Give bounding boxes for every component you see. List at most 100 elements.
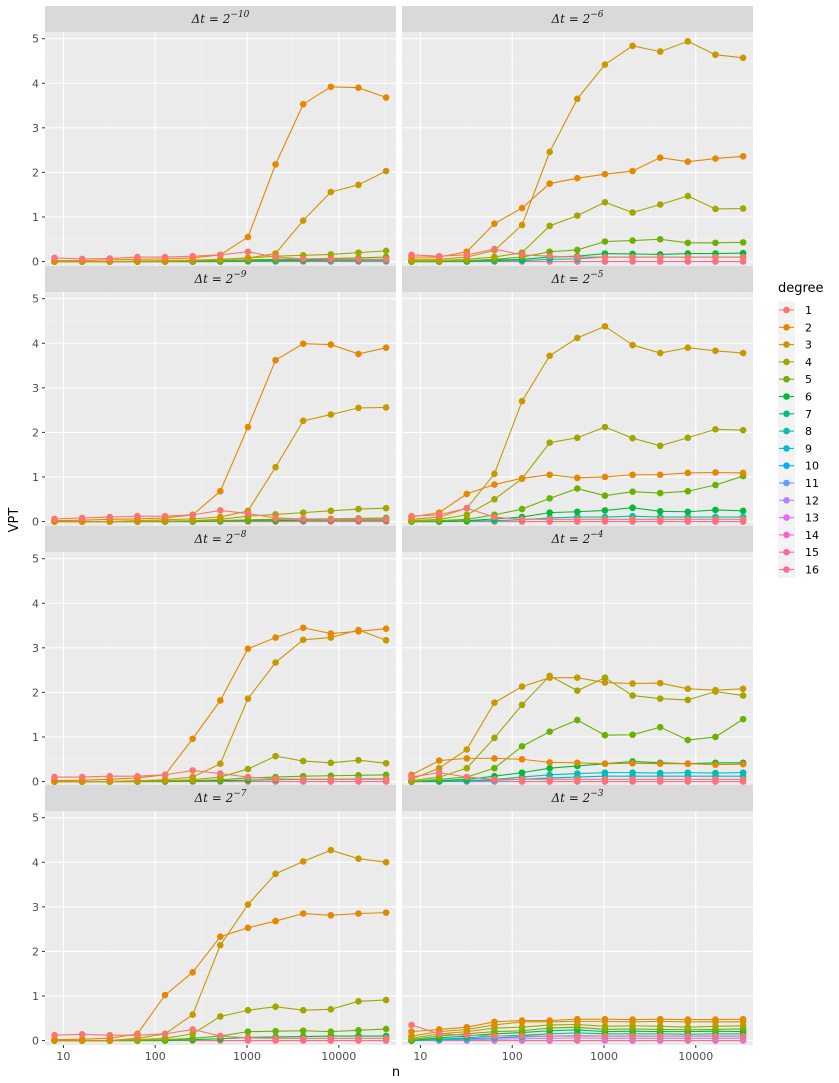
data-point [299,757,307,765]
data-point [684,736,692,744]
data-point [355,505,362,513]
data-point [546,674,553,681]
data-point [656,516,664,523]
data-point [327,630,335,637]
data-point [574,246,581,254]
data-point [739,760,747,768]
data-point [712,347,719,355]
data-point [299,776,307,783]
data-point [272,917,279,925]
legend-label: 2 [805,321,812,334]
facet-strip [402,266,753,292]
data-point [382,1035,390,1042]
data-point [684,696,692,704]
data-point [684,1023,692,1031]
data-point [712,1016,719,1023]
data-point [712,506,719,514]
legend-label: 15 [805,546,819,559]
data-point [518,683,526,690]
data-point [78,514,86,522]
data-point [712,253,719,261]
data-point [244,423,252,431]
data-point [355,404,362,412]
data-point [491,1032,498,1040]
data-point [574,508,581,516]
data-point [491,495,498,503]
data-point [106,513,114,521]
y-tick-label: 4 [32,856,39,869]
data-point [684,760,692,768]
data-point [272,752,279,760]
y-tick-label: 0 [32,516,39,529]
data-point [739,253,747,261]
data-point [739,239,747,246]
data-point [629,504,636,512]
y-tick-label: 2 [32,945,39,958]
data-point [217,941,224,949]
data-point [491,470,498,478]
facet-strip [45,785,396,811]
data-point [189,252,196,260]
data-point [51,515,58,523]
legend-label: 5 [805,373,812,386]
data-point [435,1030,443,1038]
data-point [629,731,636,739]
data-point [739,426,747,434]
facet-strip-exponent: −7 [233,789,247,799]
data-point [189,773,196,781]
x-tick-label: 100 [145,1050,166,1063]
panel-background [402,32,753,266]
data-point [518,776,526,783]
data-point [355,181,362,189]
data-point [712,425,719,433]
data-point [601,238,609,245]
y-axis-title: VPT [7,508,22,533]
data-point [272,1027,279,1035]
data-point [299,100,307,108]
data-point [739,685,747,693]
data-point [327,411,335,418]
data-point [244,248,252,256]
data-point [629,167,636,175]
data-point [656,489,664,497]
data-point [574,776,581,783]
data-point [518,475,526,482]
data-point [463,251,471,259]
data-point [355,1035,362,1042]
data-point [656,253,664,261]
data-point [327,341,335,348]
data-point [272,1003,279,1010]
data-point [712,686,719,694]
data-point [684,434,692,442]
legend-key-point [783,341,790,348]
data-point [244,924,252,932]
data-point [684,769,692,776]
data-point [272,870,279,878]
data-point [684,1016,692,1023]
data-point [244,1028,252,1035]
data-point [574,253,581,261]
data-point [355,756,362,764]
legend-label: 14 [805,529,819,542]
y-tick-label: 4 [32,77,39,90]
data-point [656,1015,664,1023]
data-point [408,1028,415,1035]
facet-strip-exponent: −6 [590,10,604,20]
facet-strip [45,266,396,292]
legend-key-point [783,548,790,556]
data-point [161,1030,169,1038]
data-point [327,516,335,523]
data-point [299,509,307,516]
data-point [189,511,196,519]
data-point [355,776,362,783]
data-point [656,48,664,55]
data-point [355,249,362,256]
data-point [463,773,471,781]
data-point [217,1013,224,1020]
data-point [355,998,362,1005]
data-point [272,775,279,783]
data-point [656,760,664,768]
y-tick-label: 2 [32,686,39,699]
